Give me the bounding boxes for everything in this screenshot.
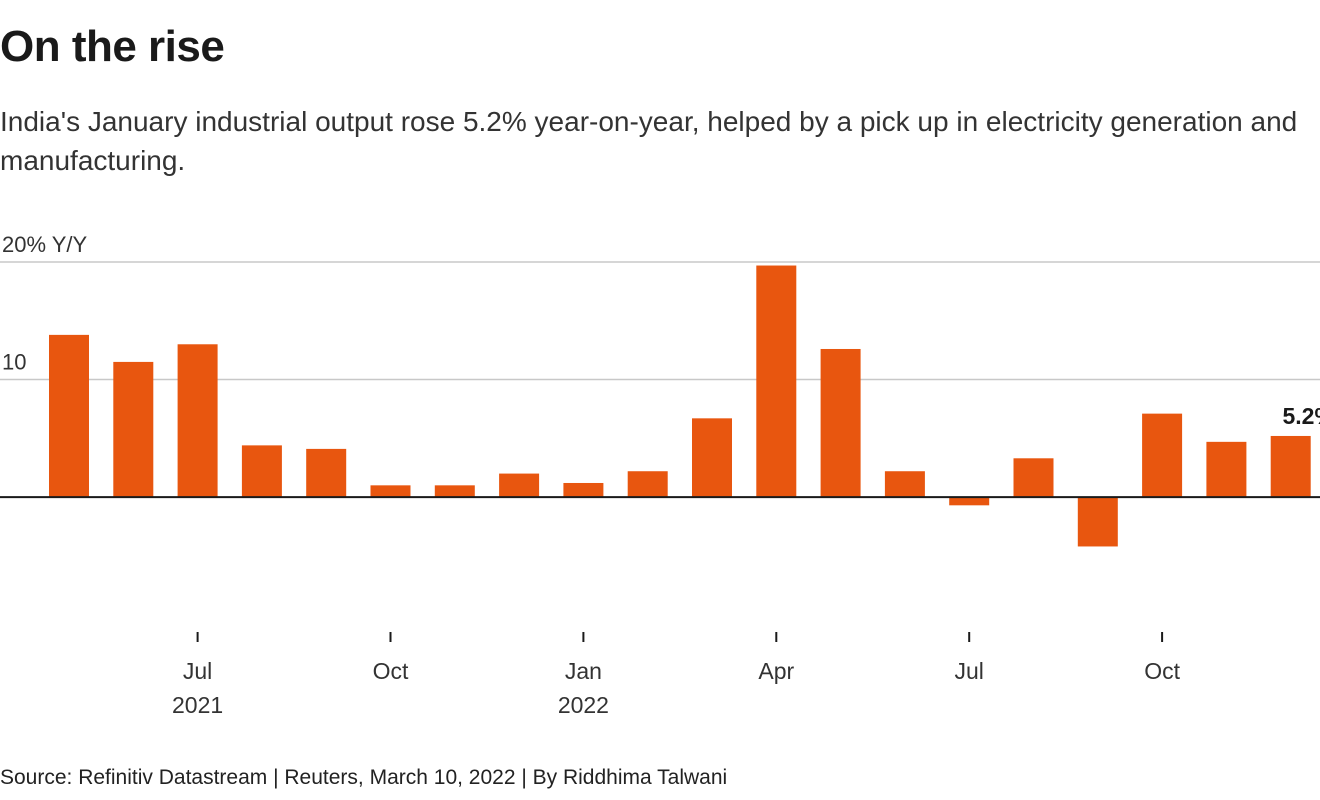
bar xyxy=(627,471,668,498)
bar xyxy=(241,445,282,498)
x-tick-label: Jan xyxy=(565,658,602,684)
bar xyxy=(1270,435,1311,498)
annotations: 5.2% xyxy=(1282,403,1320,429)
bar xyxy=(1142,413,1183,498)
bar xyxy=(1206,441,1247,498)
bar xyxy=(177,344,218,498)
bar xyxy=(820,348,861,498)
source-note: Source: Refinitiv Datastream | Reuters, … xyxy=(0,766,728,789)
bars xyxy=(0,265,1320,547)
bar xyxy=(563,482,604,498)
chart-title: On the rise xyxy=(0,22,225,71)
bar xyxy=(499,473,540,498)
y-tick-label: 20% Y/Y xyxy=(2,232,88,257)
bar xyxy=(434,485,475,498)
x-tick-label: Jul xyxy=(183,658,212,684)
bar xyxy=(370,485,411,498)
x-tick-label: Oct xyxy=(373,658,409,684)
bar xyxy=(1077,497,1118,547)
bar xyxy=(306,448,347,498)
bar xyxy=(884,471,925,498)
data-label: 5.2% xyxy=(1282,403,1320,429)
chart-subtitle: India's January industrial output rose 5… xyxy=(0,106,1298,176)
bar xyxy=(1013,458,1054,498)
bar xyxy=(113,361,154,498)
bar xyxy=(49,334,89,498)
bar-chart: 20% Y/Y10 Jul2021OctJan2022AprJulOctJan2… xyxy=(0,232,1320,718)
x-axis: Jul2021OctJan2022AprJulOctJan2023 xyxy=(172,632,1181,718)
grid-lines: 20% Y/Y 10 xyxy=(0,232,1320,381)
bar xyxy=(756,265,797,498)
bar xyxy=(949,497,990,506)
x-tick-label: Apr xyxy=(758,658,794,684)
x-tick-year-label: 2021 xyxy=(172,692,223,718)
x-tick-label: Jul xyxy=(954,658,983,684)
y-tick-label: 10 xyxy=(2,350,26,375)
x-tick-year-label: 2022 xyxy=(558,692,609,718)
bar xyxy=(692,418,732,498)
x-tick-label: Oct xyxy=(1144,658,1180,684)
